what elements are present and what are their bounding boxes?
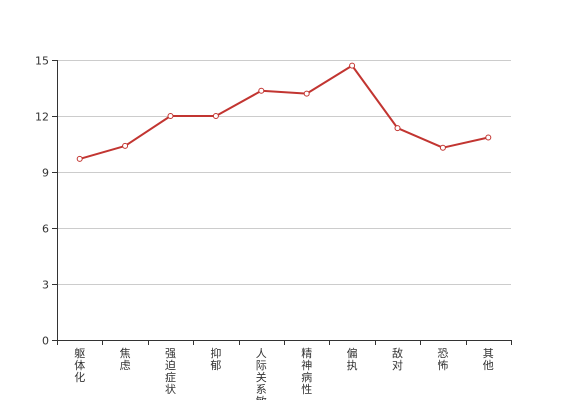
data-point	[394, 125, 401, 132]
x-tick-label: 躯体化	[74, 347, 85, 384]
x-tick-label: 精神病性	[301, 347, 312, 396]
x-tick-label: 其他	[483, 347, 494, 372]
y-tick-label: 0	[42, 335, 49, 348]
data-point	[349, 62, 356, 69]
y-tick-label: 6	[42, 223, 49, 236]
y-tick-label: 3	[42, 279, 49, 292]
data-point	[439, 144, 446, 151]
data-point	[303, 90, 310, 97]
data-point	[122, 142, 129, 149]
x-tick-label: 焦虑	[120, 347, 131, 372]
data-point	[212, 113, 219, 119]
x-tick-label: 强迫症状	[165, 347, 176, 396]
axes	[52, 60, 512, 345]
data-point	[258, 87, 265, 94]
data-point	[485, 134, 492, 141]
series-line	[79, 64, 489, 160]
grid-lines	[57, 60, 511, 285]
x-tick-label: 抑郁	[210, 346, 221, 372]
data-point	[76, 155, 83, 162]
x-tick-label: 人际关系敏感	[256, 347, 267, 400]
x-tick-label: 敌对	[392, 346, 403, 372]
y-tick-label: 15	[35, 55, 49, 68]
x-tick-label: 恐怖	[437, 347, 448, 372]
x-tick-label: 偏执	[347, 346, 358, 372]
data-point	[167, 113, 174, 119]
axis-labels: 0 3 6 9 12 15 躯体化 焦虑 强迫症状 抑郁 人际关系敏感 精神病性 偏执 敌对 恐怖 其他	[35, 55, 494, 400]
y-tick-label: 9	[42, 167, 49, 180]
series	[76, 62, 492, 162]
y-tick-label: 12	[35, 111, 49, 124]
